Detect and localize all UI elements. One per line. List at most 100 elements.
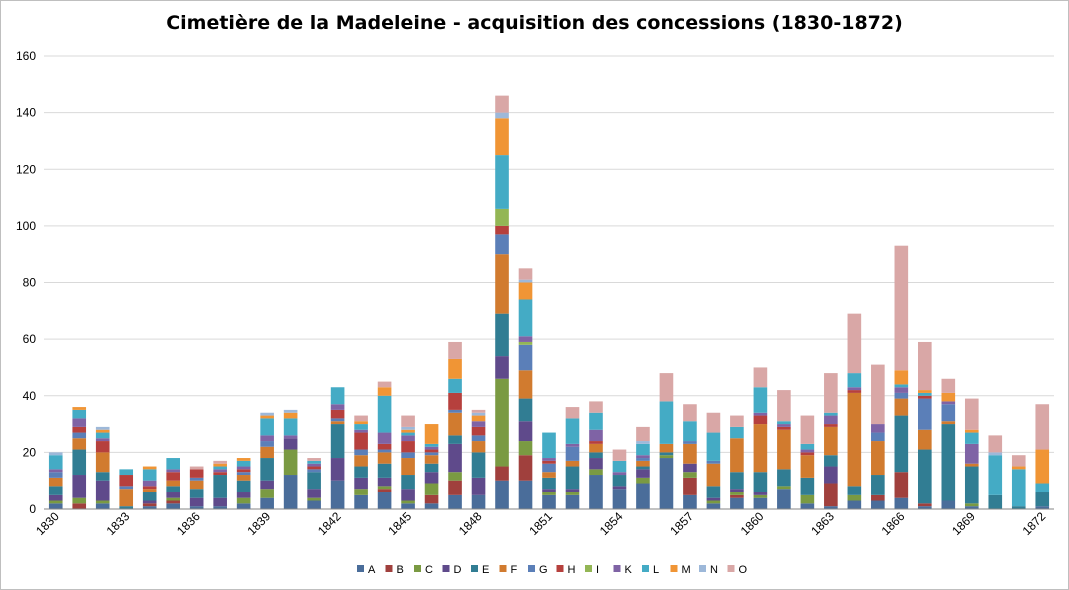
bar-segment-H-1844 — [377, 443, 392, 450]
bar-segment-M-1866 — [894, 370, 909, 385]
bar-segment-F-1839 — [260, 446, 274, 459]
bar-segment-E-1869 — [964, 466, 979, 504]
bar-segment-M-1867 — [918, 390, 932, 393]
bar-segment-O-1836 — [189, 466, 204, 470]
bar-segment-K-1850 — [518, 336, 533, 342]
bar-segment-L-1867 — [918, 392, 932, 396]
bar-segment-L-1833 — [119, 469, 134, 476]
bar-segment-L-1844 — [377, 395, 392, 433]
bar-segment-G-1858 — [706, 460, 721, 464]
bar-segment-E-1835 — [166, 486, 180, 493]
bar-segment-F-1861 — [777, 429, 791, 470]
bar-segment-D-1851 — [542, 489, 556, 493]
bar-segment-K-1862 — [800, 449, 815, 453]
bar-segment-A-1839 — [260, 497, 274, 509]
x-tick-label: 1857 — [667, 509, 696, 538]
bar-segment-O-1859 — [730, 415, 744, 427]
bar-segment-A-1834 — [142, 506, 157, 509]
bar-segment-O-1848 — [471, 409, 486, 413]
bar-segment-C-1860 — [753, 494, 768, 498]
bar-segment-A-1851 — [542, 494, 556, 509]
y-tick-label: 60 — [23, 332, 37, 346]
bar-segment-H-1861 — [777, 426, 791, 430]
bar-segment-B-1831 — [72, 503, 87, 509]
bar-segment-K-1851 — [542, 458, 556, 461]
bar-segment-C-1832 — [95, 500, 110, 504]
bar-segment-O-1855 — [636, 426, 650, 442]
legend-label-B: B — [397, 564, 404, 576]
x-tick-label: 1836 — [174, 509, 203, 538]
bar-segment-N-1870 — [988, 452, 1003, 456]
legend-label-K: K — [625, 564, 633, 576]
y-axis-tick-labels: 0 20 40 60 80 100 120 140 160 — [16, 49, 36, 516]
x-tick-label: 1830 — [33, 509, 62, 538]
bar-segment-E-1837 — [213, 475, 227, 498]
bar-segment-E-1850 — [518, 398, 533, 422]
bar-segment-A-1857 — [683, 494, 697, 509]
bar-segment-L-1831 — [72, 409, 87, 419]
bar-segment-G-1848 — [471, 435, 486, 442]
bar-segment-O-1860 — [753, 367, 768, 388]
bar-segment-K-1865 — [871, 424, 885, 433]
x-tick-label: 1848 — [456, 509, 485, 538]
bar-segment-M-1839 — [260, 415, 274, 419]
bar-segment-L-1856 — [659, 401, 674, 444]
legend-label-N: N — [710, 564, 718, 576]
bar-segment-F-1860 — [753, 424, 768, 473]
bar-segment-O-1871 — [1011, 455, 1026, 467]
bar-segment-A-1860 — [753, 497, 768, 509]
bar-segment-E-1867 — [918, 449, 932, 504]
bar-segment-B-1863 — [824, 483, 838, 507]
bar-segment-K-1863 — [824, 415, 838, 425]
bar-segment-G-1846 — [424, 452, 439, 456]
bar-segment-B-1859 — [730, 494, 744, 498]
bar-segment-G-1844 — [377, 449, 392, 453]
bar-segment-L-1855 — [636, 443, 650, 456]
bar-segment-E-1859 — [730, 472, 744, 490]
bar-segment-O-1862 — [800, 415, 815, 444]
bar-segment-D-1853 — [589, 458, 603, 470]
bar-segment-G-1857 — [683, 441, 697, 444]
bar-segment-N-1839 — [260, 412, 274, 416]
bar-segment-F-1834 — [142, 489, 157, 493]
bar-segment-E-1845 — [401, 475, 415, 490]
legend-swatch-A — [357, 565, 364, 572]
bar-segment-G-1838 — [236, 472, 251, 476]
bar-segment-A-1868 — [941, 500, 956, 509]
bar-segment-C-1869 — [964, 503, 979, 507]
bar-segment-L-1841 — [307, 460, 321, 464]
bar-segment-M-1840 — [283, 412, 298, 419]
bar-segment-D-1842 — [330, 458, 345, 481]
bar-segment-C-1851 — [542, 492, 556, 495]
x-tick-label: 1866 — [879, 509, 908, 538]
bar-segment-O-1867 — [918, 341, 932, 391]
legend-label-H: H — [568, 564, 576, 576]
bar-segment-G-1865 — [871, 432, 885, 442]
y-tick-label: 20 — [23, 445, 37, 459]
bar-segment-O-1864 — [847, 313, 862, 374]
bar-segment-G-1831 — [72, 432, 87, 439]
bar-segment-E-1855 — [636, 466, 650, 470]
bar-segment-M-1846 — [424, 424, 439, 444]
bar-segment-E-1868 — [941, 424, 956, 501]
x-tick-label: 1854 — [597, 509, 626, 538]
bar-segment-L-1866 — [894, 384, 909, 388]
bar-segment-H-1849 — [495, 225, 509, 235]
legend-swatch-M — [670, 565, 678, 572]
bar-segment-A-1864 — [847, 500, 862, 509]
bar-segment-A-1862 — [800, 503, 815, 509]
bar-segment-A-1866 — [894, 497, 909, 509]
bar-segment-L-1845 — [401, 432, 415, 436]
bar-segment-A-1838 — [236, 503, 251, 509]
bars — [48, 95, 1050, 509]
bar-segment-F-1856 — [659, 443, 674, 453]
bar-segment-L-1872 — [1035, 483, 1050, 493]
bar-segment-K-1854 — [612, 472, 627, 476]
bar-segment-K-1844 — [377, 432, 392, 444]
bar-segment-H-1841 — [307, 466, 321, 470]
bar-segment-L-1851 — [542, 432, 556, 459]
bar-segment-L-1842 — [330, 387, 345, 405]
bar-segment-F-1831 — [72, 438, 87, 450]
